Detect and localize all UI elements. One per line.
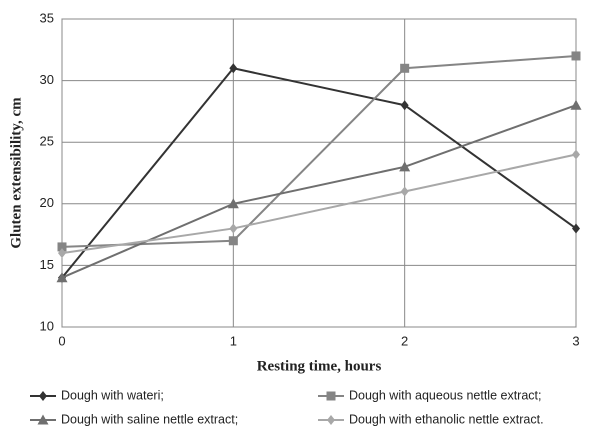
- marker: [571, 51, 581, 61]
- y-tick-label: 15: [40, 257, 54, 272]
- marker: [572, 223, 580, 234]
- y-tick-label: 20: [40, 195, 54, 210]
- marker: [572, 149, 580, 160]
- y-tick-label: 35: [40, 10, 54, 25]
- y-axis-title: Gluten extensibility, cm: [8, 97, 24, 249]
- legend-marker: [39, 391, 47, 401]
- y-tick-label: 10: [40, 318, 54, 333]
- legend-label: Dough with aqueous nettle extract;: [349, 388, 541, 402]
- legend: Dough with wateri; Dough with aqueous net…: [30, 388, 544, 426]
- y-tick-label: 25: [40, 134, 54, 149]
- marker: [228, 236, 238, 246]
- series-line: [61, 104, 577, 279]
- series-line: [61, 153, 577, 255]
- legend-label: Dough with saline nettle extract;: [61, 412, 238, 426]
- y-tick-label: 30: [40, 72, 54, 87]
- marker: [58, 248, 66, 259]
- marker: [400, 63, 410, 73]
- legend-label: Dough with ethanolic nettle extract.: [349, 412, 544, 426]
- marker: [56, 272, 68, 283]
- marker: [229, 63, 238, 74]
- x-tick-label: 0: [58, 333, 65, 348]
- legend-label: Dough with wateri;: [61, 388, 164, 402]
- marker: [399, 161, 411, 172]
- legend-marker: [327, 415, 335, 425]
- x-tick-label: 2: [401, 333, 408, 348]
- marker: [57, 242, 67, 252]
- marker: [227, 198, 239, 209]
- series-line: [61, 67, 577, 279]
- x-axis-title: Resting time, hours: [257, 358, 382, 374]
- legend-marker: [326, 391, 336, 401]
- marker: [400, 186, 409, 197]
- series-line: [61, 54, 577, 248]
- marker: [229, 223, 238, 234]
- x-tick-label: 1: [230, 333, 237, 348]
- x-tick-label: 3: [572, 333, 579, 348]
- marker: [570, 99, 582, 110]
- marker: [400, 100, 409, 111]
- legend-marker: [37, 414, 49, 425]
